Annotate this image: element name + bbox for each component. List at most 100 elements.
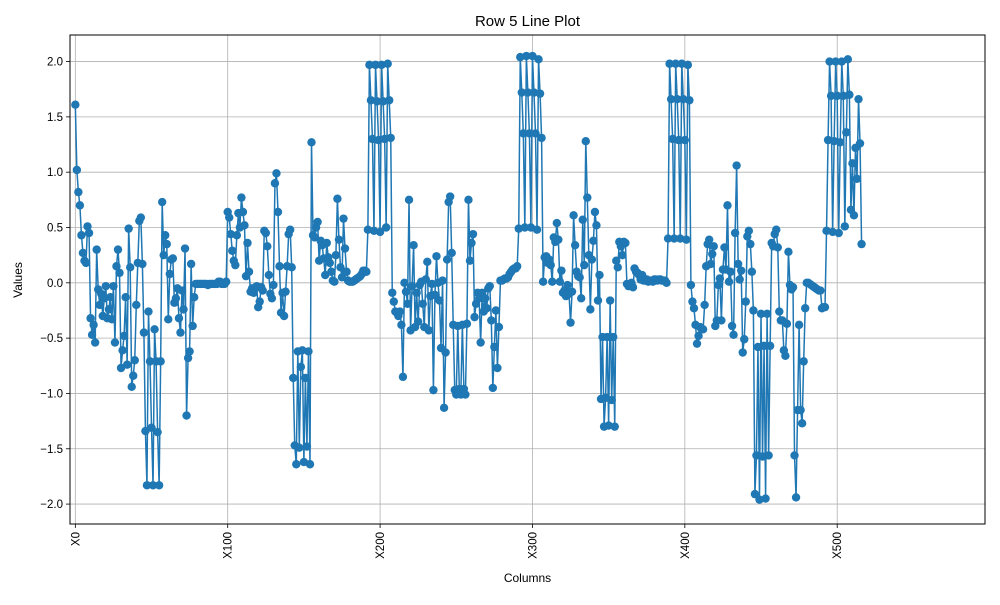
data-point — [92, 245, 101, 254]
data-point — [537, 133, 546, 143]
data-point — [156, 357, 165, 366]
data-point — [476, 338, 485, 347]
data-point — [395, 307, 405, 316]
x-tick-label: X400 — [680, 532, 692, 559]
data-point — [705, 235, 714, 244]
data-point — [334, 235, 344, 244]
data-point — [765, 341, 775, 351]
data-point — [857, 239, 866, 249]
data-point — [794, 320, 804, 330]
data-point — [125, 263, 135, 272]
data-point — [296, 362, 306, 372]
series-group — [71, 51, 866, 504]
data-point — [698, 325, 708, 334]
data-point — [607, 395, 616, 405]
data-point — [371, 60, 380, 70]
data-point — [424, 326, 434, 335]
data-point — [400, 278, 409, 288]
data-point — [322, 238, 331, 248]
data-point — [628, 283, 638, 292]
data-point — [493, 363, 502, 373]
x-tick-label: X500 — [832, 532, 844, 559]
data-point — [441, 348, 450, 357]
data-point — [95, 300, 104, 310]
data-point — [842, 128, 851, 137]
data-point — [732, 161, 741, 170]
data-point — [389, 297, 398, 306]
data-point — [118, 346, 127, 355]
data-point — [304, 347, 313, 356]
data-point — [613, 263, 622, 272]
data-point — [78, 248, 88, 258]
data-point — [275, 262, 284, 271]
data-point — [185, 347, 194, 356]
data-point — [609, 332, 618, 342]
data-point — [287, 263, 296, 272]
data-point — [519, 129, 528, 138]
data-point — [237, 193, 246, 202]
data-point — [590, 207, 600, 217]
data-point — [587, 255, 597, 264]
data-point — [292, 460, 301, 469]
data-point — [188, 321, 197, 331]
data-point — [788, 283, 798, 292]
data-point — [834, 228, 843, 238]
data-point — [673, 94, 682, 104]
data-point — [162, 239, 171, 249]
data-point — [221, 277, 231, 286]
data-point — [386, 133, 395, 143]
data-point — [525, 129, 534, 138]
data-point — [445, 192, 455, 201]
data-point — [238, 207, 248, 217]
data-point — [467, 238, 476, 248]
y-tick-label: 0.5 — [47, 223, 63, 235]
data-point — [71, 100, 80, 109]
data-point — [494, 322, 504, 332]
data-point — [447, 248, 456, 258]
data-point — [121, 293, 130, 302]
data-point — [281, 287, 290, 296]
data-point — [383, 59, 392, 68]
data-point — [295, 443, 304, 452]
data-point — [468, 229, 478, 239]
data-point — [688, 297, 697, 306]
data-point — [342, 267, 351, 276]
data-point — [109, 281, 118, 291]
data-point — [666, 94, 676, 104]
data-point — [470, 312, 479, 322]
x-tick-label: X0 — [70, 532, 82, 546]
data-point — [791, 493, 801, 502]
data-point — [723, 201, 732, 210]
data-point — [694, 331, 703, 341]
data-point — [232, 231, 242, 240]
data-point — [759, 341, 769, 351]
x-tick-label: X100 — [223, 532, 235, 559]
data-point — [741, 297, 750, 306]
data-point — [465, 256, 475, 265]
data-point — [747, 267, 757, 276]
data-point — [714, 280, 723, 290]
x-tick-label: X200 — [375, 532, 387, 559]
data-point — [362, 267, 371, 276]
y-tick-label: −1.5 — [40, 444, 63, 456]
data-point — [129, 371, 138, 380]
data-point — [189, 293, 199, 302]
data-point — [461, 390, 470, 399]
data-point — [412, 288, 421, 297]
data-point — [569, 211, 578, 220]
data-point — [81, 258, 91, 268]
data-point — [554, 235, 563, 244]
data-point — [589, 236, 598, 245]
y-tick-label: 2.0 — [47, 57, 63, 69]
data-point — [790, 451, 799, 460]
data-point — [84, 228, 94, 238]
data-point — [563, 280, 572, 290]
data-point — [855, 139, 865, 148]
data-point — [746, 239, 755, 249]
data-point — [264, 270, 274, 280]
y-tick-label: −2.0 — [40, 499, 63, 511]
data-point — [138, 259, 147, 269]
data-point — [799, 357, 808, 366]
data-point — [87, 330, 97, 340]
data-point — [555, 277, 565, 286]
